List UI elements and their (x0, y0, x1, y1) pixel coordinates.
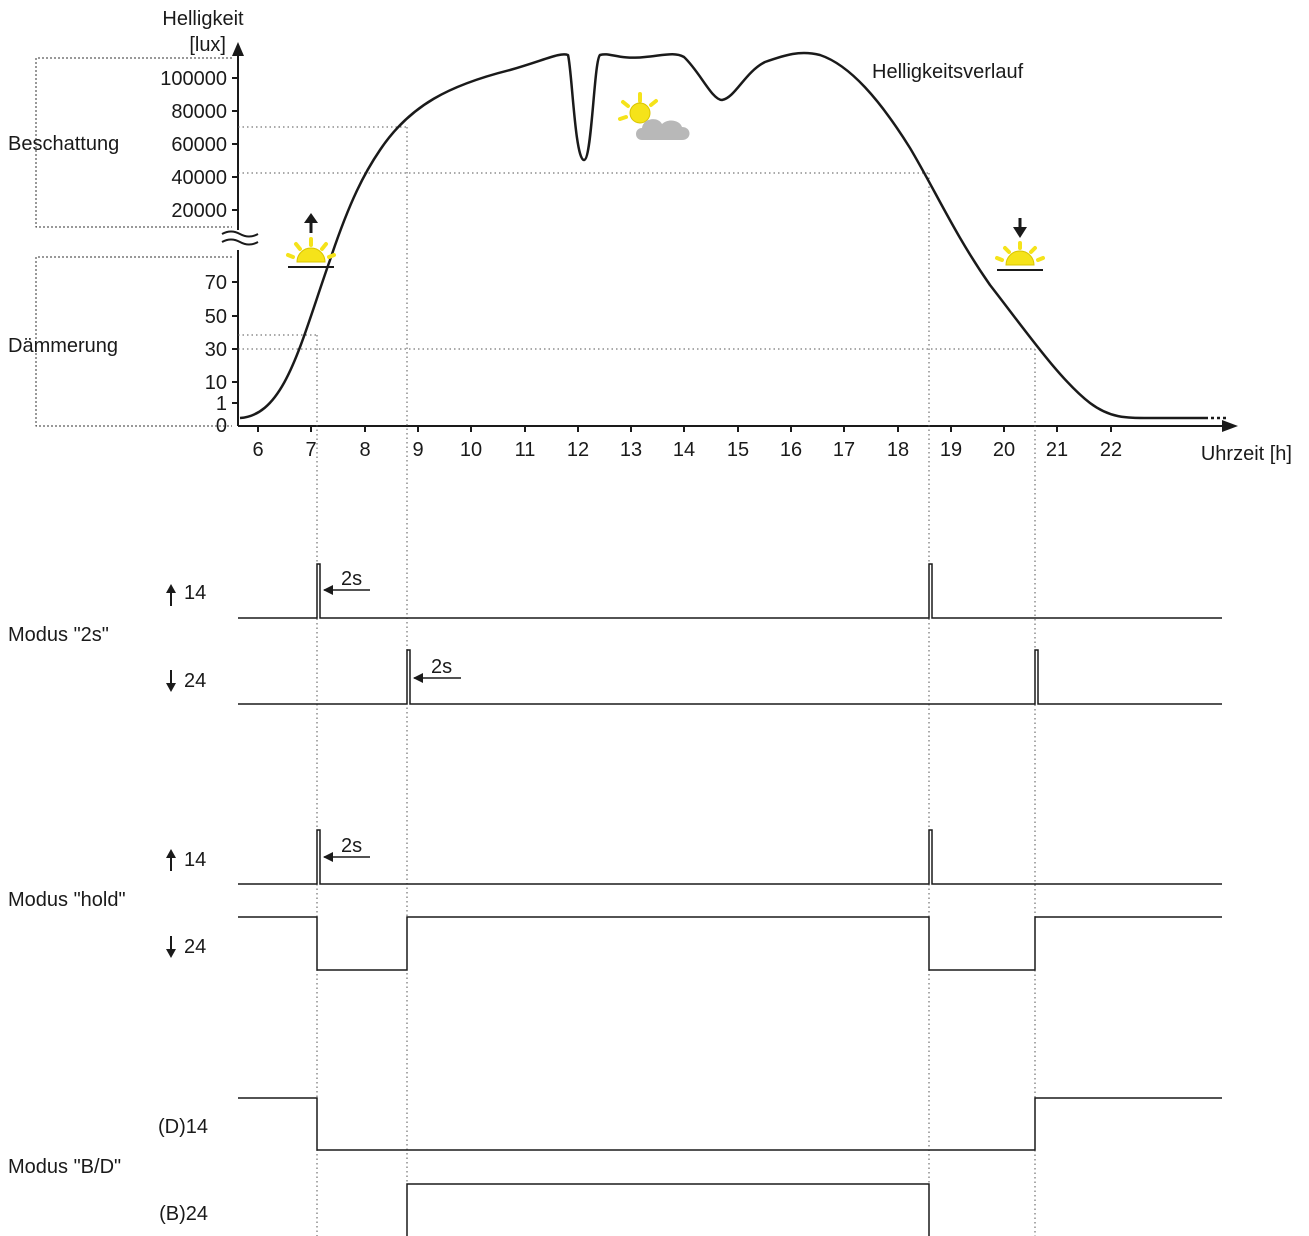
pulse-duration-label: 2s (341, 568, 362, 590)
mode-hold-label: Modus "hold" (8, 889, 126, 911)
mode-hold-channel-24: 24 (166, 916, 1222, 971)
x-tick-14: 14 (673, 439, 695, 461)
brightness-curve-label: Helligkeitsverlauf (872, 61, 1024, 83)
y-tick-70: 70 (205, 272, 227, 294)
y-axis-break-mark (221, 230, 259, 246)
mode-2s-channel-14: 14 2s (166, 563, 1222, 619)
pulse-duration-label: 2s (431, 656, 452, 678)
y-axis-title-line1: Helligkeit (162, 8, 244, 30)
x-tick-13: 13 (620, 439, 642, 461)
event-lines (316, 127, 1036, 1236)
down-arrow-icon (166, 670, 176, 692)
y-axis-title-line2: [lux] (189, 34, 226, 56)
y-tick-50: 50 (205, 306, 227, 328)
channel-label: 14 (184, 849, 206, 871)
channel-label: 24 (184, 670, 206, 692)
y-tick-10: 10 (205, 372, 227, 394)
pulse-duration-marker: 2s (413, 656, 461, 683)
y-tick-80000: 80000 (171, 101, 227, 123)
y-tick-40000: 40000 (171, 167, 227, 189)
y-tick-30: 30 (205, 339, 227, 361)
channel-label: 24 (184, 936, 206, 958)
signal-trace (238, 916, 1222, 971)
mode-bd-label: Modus "B/D" (8, 1156, 121, 1178)
x-tick-8: 8 (359, 439, 370, 461)
y-tick-20000: 20000 (171, 200, 227, 222)
threshold-lines (238, 126, 1035, 350)
sunset-icon (995, 218, 1045, 271)
x-tick-21: 21 (1046, 439, 1068, 461)
x-axis-title: Uhrzeit [h] (1201, 443, 1292, 465)
down-arrow-icon (166, 936, 176, 958)
x-tick-7: 7 (305, 439, 316, 461)
signal-trace (238, 563, 1222, 619)
sunrise-icon (286, 213, 336, 268)
sun-cloud-icon (618, 92, 690, 140)
shading-range-label: Beschattung (8, 133, 119, 155)
x-tick-18: 18 (887, 439, 909, 461)
x-tick-10: 10 (460, 439, 482, 461)
channel-label: 14 (184, 582, 206, 604)
twilight-range-label: Dämmerung (8, 335, 118, 357)
channel-label: (D)14 (158, 1116, 208, 1138)
up-arrow-icon (166, 849, 176, 871)
mode-bd-channel-d14: (D)14 (158, 1097, 1222, 1151)
x-tick-11: 11 (515, 439, 536, 461)
x-tick-6: 6 (252, 439, 263, 461)
signal-trace (238, 829, 1222, 885)
mode-2s-channel-24: 24 2s (166, 649, 1222, 705)
x-tick-12: 12 (567, 439, 589, 461)
y-tick-0: 0 (216, 415, 227, 437)
y-tick-1: 1 (216, 393, 227, 415)
x-tick-15: 15 (727, 439, 749, 461)
signal-trace (406, 1183, 930, 1236)
twilight-range-bracket (35, 256, 232, 427)
channel-label: (B)24 (159, 1203, 208, 1225)
x-tick-17: 17 (833, 439, 855, 461)
x-tick-16: 16 (780, 439, 802, 461)
mode-hold-channel-14: 14 2s (166, 829, 1222, 885)
pulse-duration-marker: 2s (323, 568, 370, 595)
x-ticks: 6 7 8 9 10 11 12 13 14 15 16 17 18 19 20… (252, 426, 1122, 461)
pulse-duration-marker: 2s (323, 835, 370, 862)
y-tick-60000: 60000 (171, 134, 227, 156)
x-tick-9: 9 (412, 439, 423, 461)
signal-trace (238, 1097, 1222, 1151)
signal-trace (238, 649, 1222, 705)
x-tick-20: 20 (993, 439, 1015, 461)
y-ticks-upper: 100000 80000 60000 40000 20000 (160, 68, 238, 222)
x-tick-19: 19 (940, 439, 962, 461)
mode-2s-label: Modus "2s" (8, 624, 109, 646)
y-axis-arrowhead (232, 42, 244, 56)
down-arrow-icon (1013, 218, 1027, 238)
y-tick-100000: 100000 (160, 68, 227, 90)
x-axis-arrowhead (1222, 420, 1238, 432)
brightness-curve (239, 51, 1205, 420)
shading-range-bracket (35, 57, 232, 228)
mode-bd-channel-b24: (B)24 (159, 1183, 930, 1236)
up-arrow-icon (166, 584, 176, 606)
pulse-duration-label: 2s (341, 835, 362, 857)
up-arrow-icon (304, 213, 318, 233)
x-tick-22: 22 (1100, 439, 1122, 461)
y-ticks-lower: 70 50 30 10 1 0 (205, 272, 238, 437)
